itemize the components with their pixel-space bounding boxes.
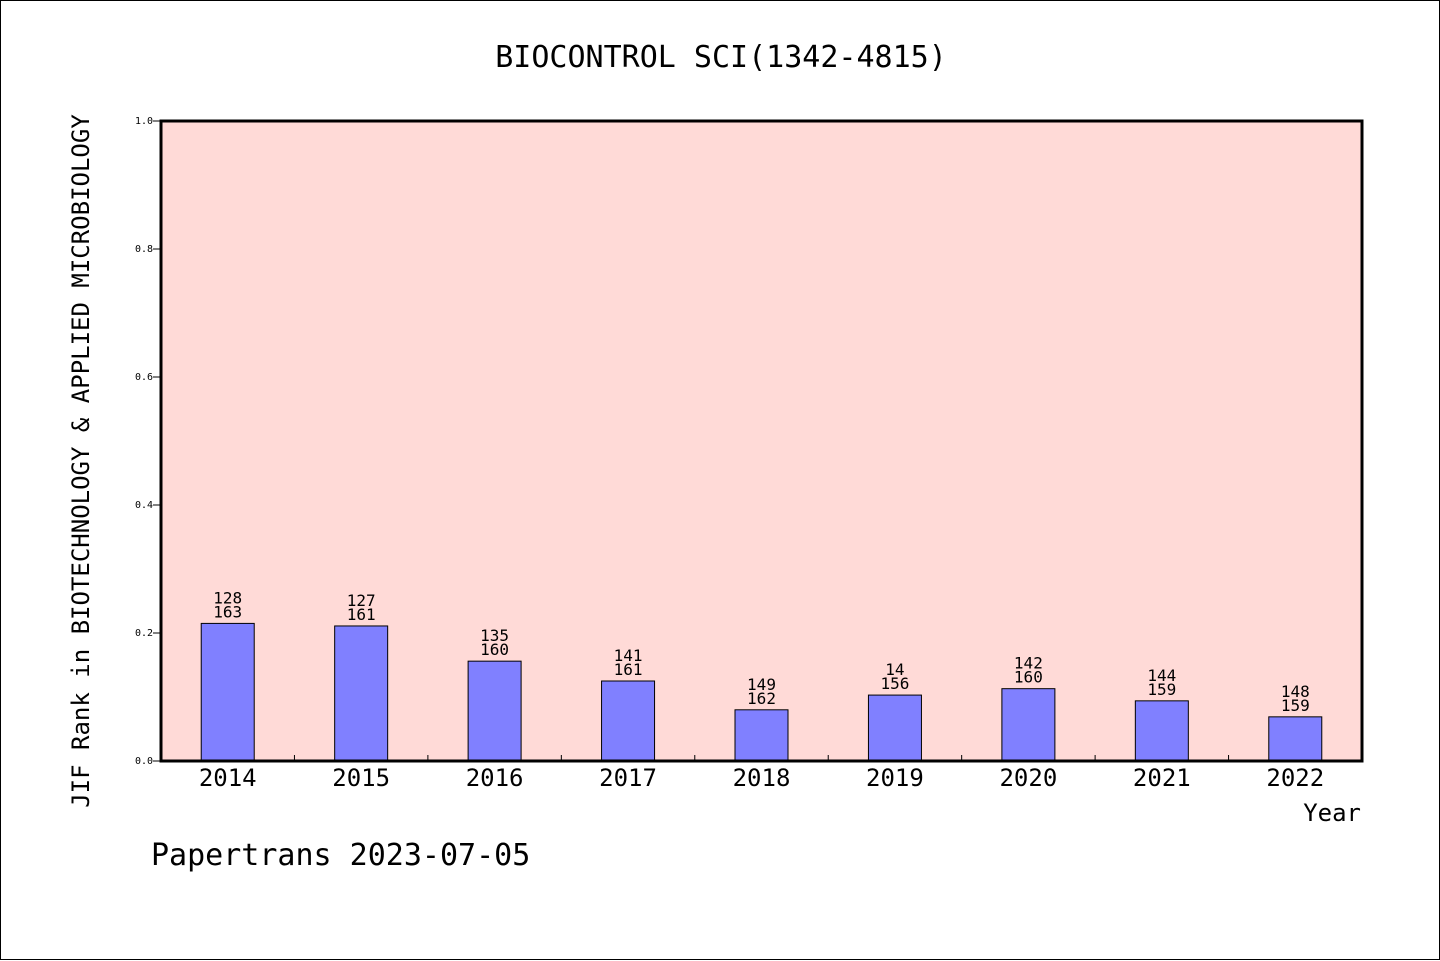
bar-total-label: 160 xyxy=(1014,668,1043,687)
bar-rank-label: 149 xyxy=(747,675,776,694)
y-tick-label: 0.8 xyxy=(135,244,153,255)
bar xyxy=(867,694,922,762)
x-tick-label: 2022 xyxy=(1266,764,1324,792)
chart-title: BIOCONTROL SCI(1342-4815) xyxy=(495,40,947,75)
x-tick-label: 2019 xyxy=(866,764,924,792)
bar-rank-label: 127 xyxy=(347,591,376,610)
x-tick-label: 2015 xyxy=(332,764,390,792)
bar-rank-label: 144 xyxy=(1147,666,1176,685)
footer-watermark: Papertrans 2023-07-05 xyxy=(151,838,530,873)
bar-total-label: 161 xyxy=(614,660,643,679)
x-tick-label: 2018 xyxy=(733,764,791,792)
bar-total-label: 160 xyxy=(480,640,509,659)
x-axis-ticks: 2014 2015 2016 2017 2018 2019 2020 2021 2022 xyxy=(199,755,1324,792)
bar xyxy=(601,680,656,762)
y-tick-label: 0.4 xyxy=(135,500,153,511)
bar-total-label: 162 xyxy=(747,689,776,708)
bar-rank-label: 135 xyxy=(480,626,509,645)
bar xyxy=(334,625,389,762)
bar-rank-label: 128 xyxy=(213,588,242,607)
bar-rank-label: 14 xyxy=(885,660,904,679)
bar xyxy=(1134,700,1189,762)
bar-total-label: 161 xyxy=(347,605,376,624)
bar xyxy=(467,660,522,762)
y-axis-ticks: 0.0 0.2 0.4 0.6 0.8 1.0 xyxy=(135,116,161,767)
x-axis-label: Year xyxy=(1303,799,1361,827)
bar-rank-label: 142 xyxy=(1014,654,1043,673)
x-tick-label: 2016 xyxy=(466,764,524,792)
y-tick-label: 0.2 xyxy=(135,628,153,639)
bar-total-label: 156 xyxy=(880,674,909,693)
bar-rank-label: 148 xyxy=(1281,682,1310,701)
bar xyxy=(1001,688,1056,762)
x-tick-label: 2014 xyxy=(199,764,257,792)
bar xyxy=(200,622,255,762)
y-tick-label: 1.0 xyxy=(135,116,153,127)
bar-total-label: 163 xyxy=(213,602,242,621)
bar-total-label: 159 xyxy=(1147,680,1176,699)
x-tick-label: 2020 xyxy=(999,764,1057,792)
bar-rank-label: 141 xyxy=(614,646,643,665)
x-tick-label: 2021 xyxy=(1133,764,1191,792)
y-tick-label: 0.6 xyxy=(135,372,153,383)
x-tick-label: 2017 xyxy=(599,764,657,792)
bar xyxy=(734,709,789,762)
y-axis-label: JIF Rank in BIOTECHNOLOGY & APPLIED MICR… xyxy=(67,114,95,808)
y-tick-label: 0.0 xyxy=(135,756,153,767)
bar xyxy=(1268,716,1323,762)
bar-total-label: 159 xyxy=(1281,696,1310,715)
plot-border xyxy=(159,119,1364,763)
